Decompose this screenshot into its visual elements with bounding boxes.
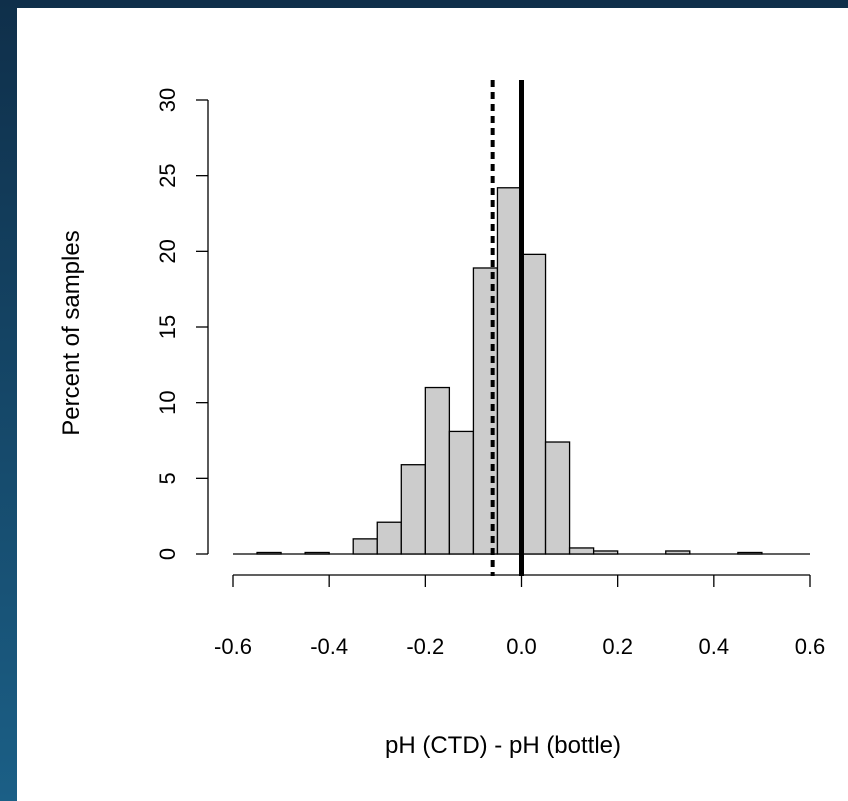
y-tick-label: 0 [155,548,180,560]
x-tick-label: -0.4 [310,634,348,659]
y-axis: 0 5 10 15 20 25 30 [155,88,209,560]
y-tick-label: 5 [155,472,180,484]
histogram-bar [448,430,475,555]
x-tick-label: 0.2 [602,634,633,659]
y-tick-label: 20 [155,239,180,263]
reference-lines [490,80,524,576]
histogram-bar [256,551,282,555]
histogram-bar [737,551,763,555]
histogram-bar [352,538,378,555]
histogram-bar [592,550,619,555]
x-tick-label: 0.6 [795,634,826,659]
x-tick-label: 0.4 [699,634,730,659]
x-axis-title: pH (CTD) - pH (bottle) [385,732,621,759]
y-tick-label: 10 [155,390,180,414]
histogram-bars [233,187,810,555]
histogram-bar [520,253,547,555]
y-tick-label: 15 [155,315,180,339]
histogram-bar [376,521,402,555]
histogram-bar [665,550,691,555]
histogram-bar [400,464,426,555]
histogram-bar [304,551,330,555]
x-tick-label: -0.2 [406,634,444,659]
y-axis-title: Percent of samples [58,230,85,435]
histogram-bar [568,547,595,555]
x-tick-label: 0.0 [506,634,537,659]
chart-panel: 0 5 10 15 20 25 30 -0.6 -0.4 -0.2 0.0 0.2 0.4 0.6 pH… [17,8,848,801]
x-axis: -0.6 -0.4 -0.2 0.0 0.2 0.4 0.6 [214,574,826,659]
y-tick-label: 25 [155,163,180,187]
histogram-chart: 0 5 10 15 20 25 30 -0.6 -0.4 -0.2 0.0 0.2 0.4 0.6 pH… [58,80,826,759]
y-tick-label: 30 [155,88,180,112]
histogram-bar [496,187,523,555]
histogram-bar [544,441,571,555]
x-tick-label: -0.6 [214,634,252,659]
histogram-bar [424,386,451,555]
